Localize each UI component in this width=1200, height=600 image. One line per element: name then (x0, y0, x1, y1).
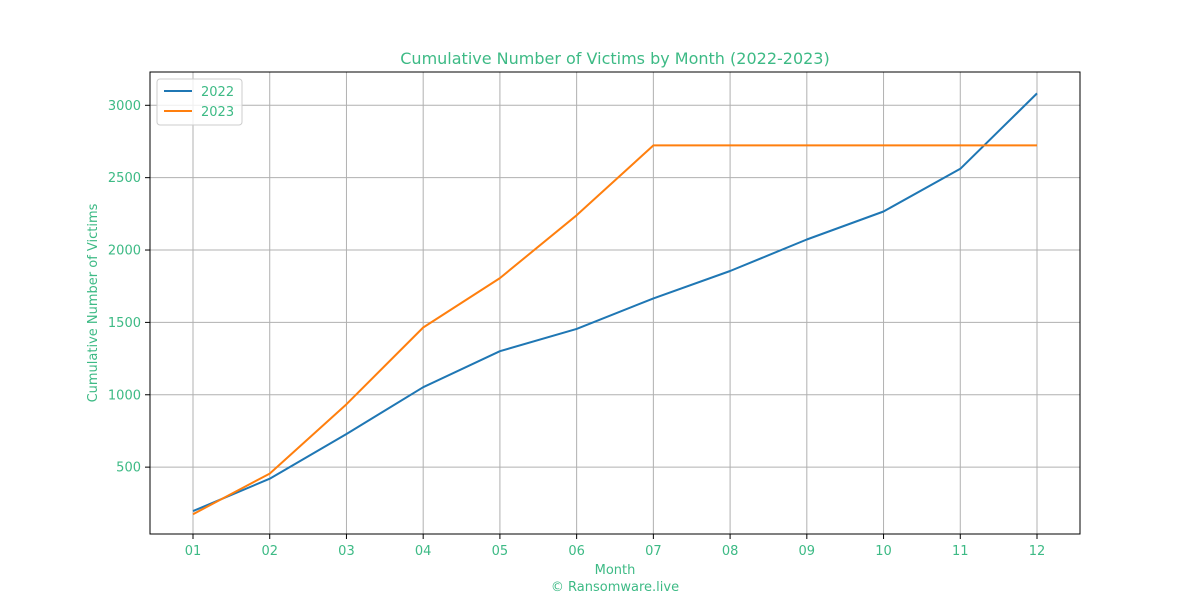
x-tick-label: 07 (645, 544, 662, 559)
series-line-2022 (192, 92, 1038, 513)
chart-title: Cumulative Number of Victims by Month (2… (400, 49, 829, 68)
x-tick-label: 09 (799, 544, 816, 559)
x-tick-label: 08 (722, 544, 739, 559)
legend: 2022 2023 (156, 78, 243, 126)
y-tick-label: 500 (116, 461, 141, 476)
y-axis-label: Cumulative Number of Victims (86, 203, 101, 402)
x-axis-label: Month (595, 563, 636, 578)
x-tick-label: 01 (185, 544, 202, 559)
grid (150, 72, 1080, 534)
x-tick-label: 05 (492, 544, 509, 559)
plot-frame (149, 71, 1081, 535)
ticks: 01 02 03 04 05 06 07 08 09 10 11 12 500 1000 1500 2000 2… (108, 99, 1045, 559)
x-tick-label: 11 (952, 544, 969, 559)
x-tick-label: 02 (261, 544, 278, 559)
x-tick-label: 12 (1029, 544, 1046, 559)
y-tick-label: 3000 (108, 99, 141, 114)
credit-text: © Ransomware.live (551, 580, 679, 595)
y-tick-label: 2500 (108, 171, 141, 186)
x-tick-label: 03 (338, 544, 355, 559)
x-tick-label: 10 (875, 544, 892, 559)
y-tick-label: 2000 (108, 244, 141, 259)
series-layer (192, 92, 1038, 516)
legend-label-2023: 2023 (201, 105, 234, 120)
y-tick-label: 1500 (108, 316, 141, 331)
y-tick-label: 1000 (108, 388, 141, 403)
legend-label-2022: 2022 (201, 85, 234, 100)
series-line-2023 (192, 144, 1037, 516)
x-tick-label: 06 (568, 544, 585, 559)
x-tick-label: 04 (415, 544, 432, 559)
